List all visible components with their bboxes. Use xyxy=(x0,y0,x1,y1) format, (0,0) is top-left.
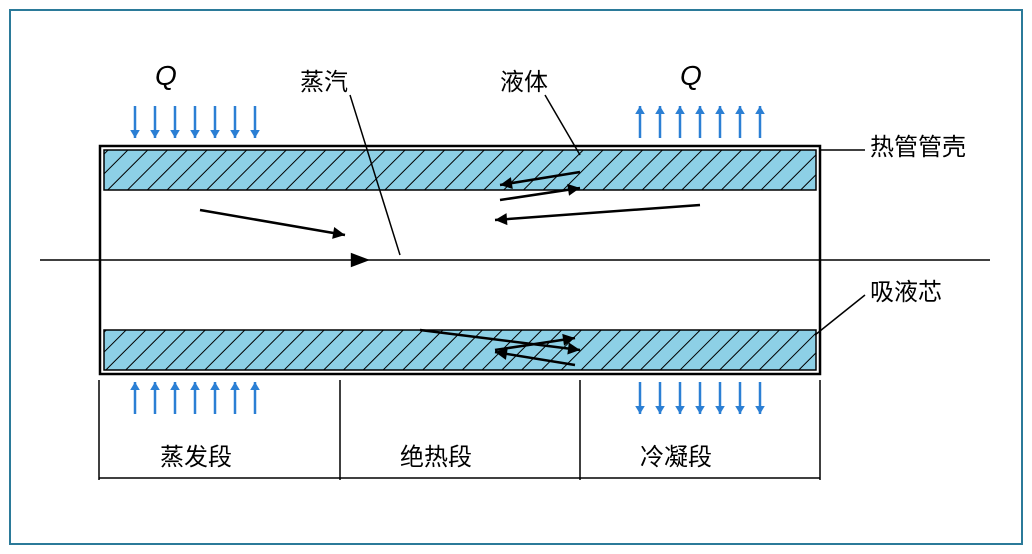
label-q-left: Q xyxy=(155,60,177,91)
label-wick: 吸液芯 xyxy=(870,279,942,306)
label-evap-section: 蒸发段 xyxy=(160,444,232,471)
label-q-right: Q xyxy=(680,60,702,91)
label-vapor: 蒸汽 xyxy=(300,69,348,96)
wick-top-hatch xyxy=(104,150,816,190)
label-shell: 热管管壳 xyxy=(870,134,966,161)
label-adiabatic-section: 绝热段 xyxy=(400,444,472,471)
heat-pipe-diagram: Q Q 蒸汽 液体 热管管壳 吸液芯 蒸发段 绝热段 冷凝段 xyxy=(0,0,1032,554)
diagram-svg: Q Q 蒸汽 液体 热管管壳 吸液芯 蒸发段 绝热段 冷凝段 xyxy=(0,0,1032,554)
label-liquid: 液体 xyxy=(500,69,548,96)
label-cond-section: 冷凝段 xyxy=(640,444,712,471)
